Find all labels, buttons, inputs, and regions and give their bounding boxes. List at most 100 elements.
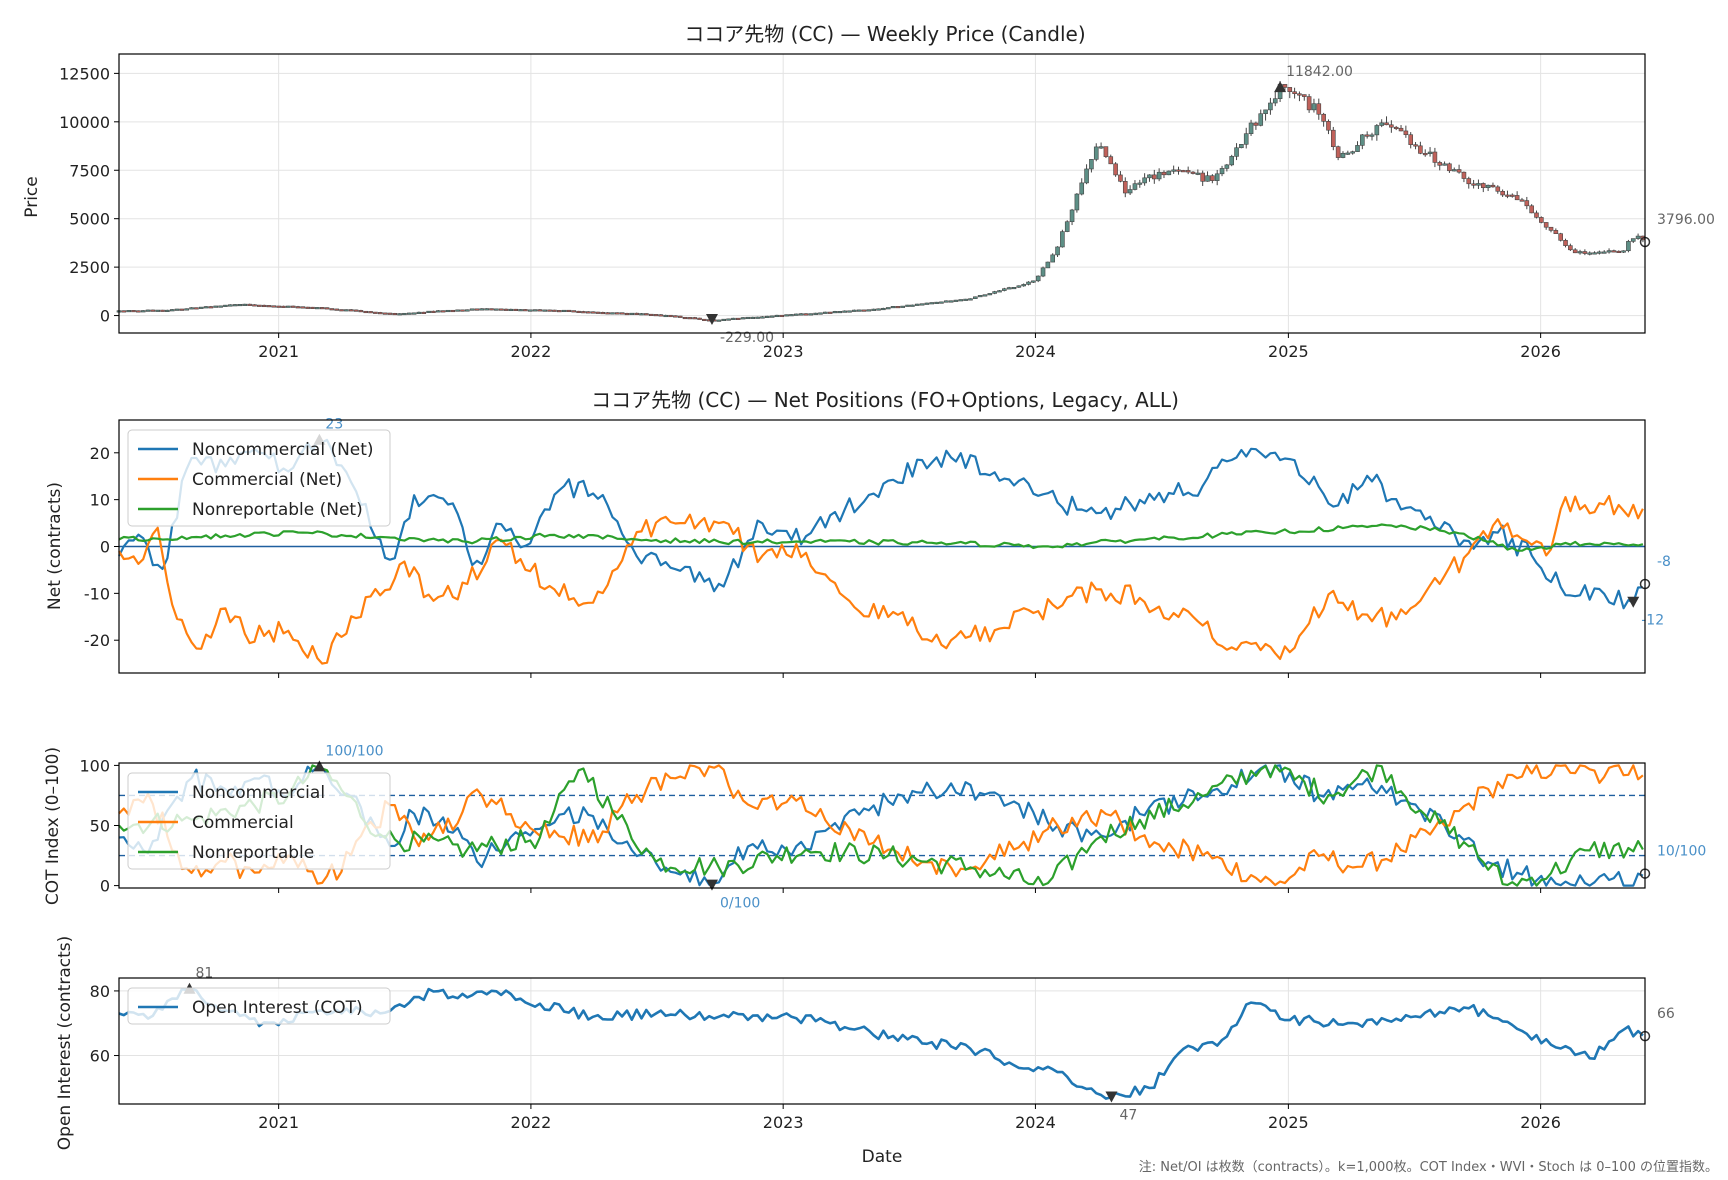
- price-panel: ココア先物 (CC) — Weekly Price (Candle) 11842…: [22, 22, 1715, 361]
- candle-body: [1626, 241, 1631, 252]
- candle-body: [731, 317, 736, 320]
- candle-body: [1016, 285, 1022, 288]
- candle-body: [523, 309, 528, 312]
- candle-body: [324, 307, 330, 310]
- candle-body: [1166, 170, 1172, 176]
- candle-body: [397, 313, 402, 316]
- y-tick-label: 7500: [69, 161, 110, 180]
- annotation-last: 3796.00: [1657, 212, 1715, 228]
- candle-body: [1514, 195, 1520, 201]
- candle-body: [169, 309, 175, 312]
- candle-body: [527, 309, 533, 312]
- candle-body: [745, 316, 751, 320]
- candle-body: [489, 308, 494, 311]
- candle-body: [1161, 171, 1167, 176]
- candle-body: [1093, 146, 1099, 160]
- min-marker: [705, 313, 718, 325]
- candle-body: [1185, 170, 1191, 173]
- candle-body: [319, 307, 325, 310]
- candle-body: [1355, 145, 1360, 152]
- x-tick-label: 2024: [1015, 342, 1056, 361]
- candle-body: [668, 314, 673, 318]
- candle-body: [460, 309, 465, 312]
- candle-body: [256, 304, 262, 307]
- candle-body: [1466, 178, 1472, 185]
- candle-body: [1616, 250, 1622, 254]
- candle-body: [1422, 153, 1428, 156]
- candle-body: [968, 298, 973, 301]
- candle-body: [1224, 164, 1230, 169]
- net-panel: ココア先物 (CC) — Net Positions (FO+Options, …: [45, 388, 1671, 678]
- candle-body: [1268, 102, 1273, 111]
- candle-body: [155, 309, 161, 312]
- candle-body: [1485, 184, 1491, 189]
- candle-body: [566, 309, 572, 313]
- candle-body: [798, 313, 804, 316]
- candle-body: [1500, 190, 1505, 196]
- candle-body: [252, 304, 257, 307]
- candle-body: [977, 295, 983, 298]
- candle-body: [1122, 181, 1128, 194]
- x-tick-label: 2022: [511, 342, 552, 361]
- candle-body: [924, 302, 930, 305]
- price-plot-frame: [118, 53, 1646, 334]
- candle-body: [465, 309, 470, 312]
- candle-body: [513, 308, 519, 312]
- cot-legend: Noncommercial Commercial Nonreportable: [127, 772, 391, 870]
- candle-body: [1331, 129, 1336, 148]
- candle-body: [605, 312, 610, 315]
- candle-body: [552, 309, 557, 312]
- net-x-axis: [278, 673, 1542, 678]
- candle-body: [1456, 169, 1462, 173]
- x-tick-label: 2025: [1268, 1113, 1309, 1132]
- candle-body: [885, 307, 891, 310]
- candle-body: [1064, 221, 1070, 232]
- candle-body: [561, 309, 567, 313]
- candle-body: [919, 303, 925, 306]
- candle-body: [387, 312, 393, 315]
- candle-body: [837, 311, 843, 314]
- x-tick-label: 2021: [258, 342, 299, 361]
- min-marker: [1105, 1091, 1118, 1103]
- candle-body: [494, 308, 499, 311]
- candle-body: [1447, 163, 1452, 172]
- legend-box: [127, 772, 391, 870]
- candle-body: [1340, 152, 1346, 158]
- oi-legend: Open Interest (COT): [127, 987, 391, 1025]
- candle-body: [910, 304, 915, 307]
- net-series: [118, 438, 1645, 665]
- y-tick-label: 10000: [59, 113, 110, 132]
- candle-body: [406, 312, 412, 315]
- candle-body: [735, 317, 741, 320]
- candle-body: [1147, 174, 1152, 179]
- candle-body: [160, 309, 165, 312]
- price-grid: [119, 54, 1645, 333]
- price-y-axis: 0 2500 5000 7500 10000 12500: [59, 64, 119, 326]
- cot-panel: 100/100 0/100 10/100 0 50 100 Noncommercial C…: [43, 743, 1706, 911]
- candle-body: [213, 305, 219, 308]
- candle-body: [1021, 284, 1026, 287]
- candle-body: [987, 293, 993, 296]
- candle-body: [1195, 172, 1201, 175]
- candle-body: [179, 308, 185, 311]
- candle-body: [1587, 252, 1593, 255]
- candle-body: [1384, 122, 1389, 126]
- price-x-axis: 2021 2022 2023 2024 2025 2026: [258, 333, 1561, 361]
- legend-label: Commercial (Net): [192, 470, 342, 490]
- oi-y-axis: 60 80: [90, 982, 119, 1066]
- net-annotations: 23 -12 -8: [313, 417, 1671, 629]
- candle-body: [1287, 87, 1293, 93]
- candle-body: [764, 315, 770, 318]
- x-tick-label: 2026: [1520, 1113, 1561, 1132]
- annotation-last: 66: [1657, 1006, 1675, 1022]
- legend-label: Open Interest (COT): [192, 998, 363, 1018]
- candle-body: [861, 309, 867, 312]
- cot-y-axis: 0 50 100: [79, 756, 119, 896]
- legend-label: Noncommercial (Net): [192, 440, 374, 460]
- candle-body: [1031, 280, 1036, 283]
- candle-body: [590, 311, 596, 314]
- candle-body: [1471, 183, 1476, 186]
- candle-body: [1461, 171, 1467, 179]
- candle-body: [1543, 222, 1549, 228]
